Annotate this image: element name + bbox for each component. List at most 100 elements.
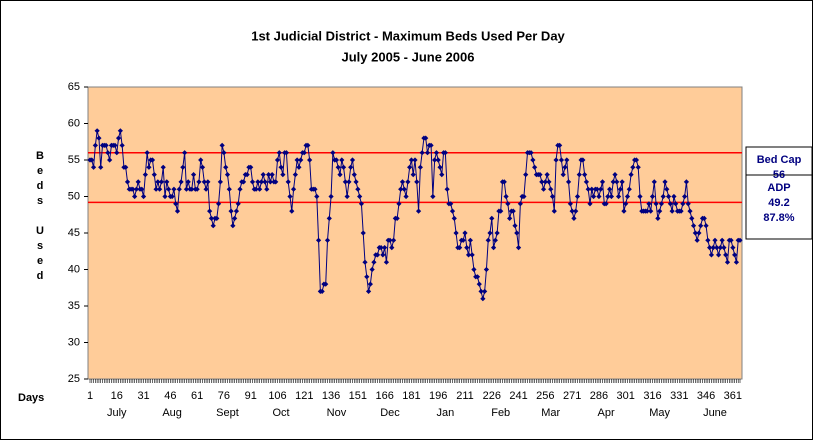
data-point bbox=[428, 142, 434, 148]
data-point bbox=[433, 150, 440, 156]
data-point bbox=[469, 252, 475, 258]
data-point bbox=[228, 208, 234, 214]
data-point bbox=[353, 179, 359, 185]
data-point bbox=[401, 186, 407, 192]
data-point bbox=[283, 150, 290, 156]
data-point bbox=[683, 179, 690, 185]
data-point bbox=[232, 215, 238, 221]
data-point bbox=[324, 237, 331, 243]
data-point bbox=[267, 179, 273, 185]
data-point bbox=[678, 208, 684, 214]
data-point bbox=[710, 245, 716, 251]
data-point bbox=[514, 230, 520, 236]
data-point bbox=[715, 252, 722, 258]
y-tick-label: 55 bbox=[68, 154, 80, 166]
data-point bbox=[540, 186, 547, 192]
y-axis-label: Beds Used bbox=[34, 150, 46, 285]
data-point bbox=[507, 215, 513, 221]
data-point bbox=[685, 201, 691, 207]
data-point bbox=[567, 201, 573, 207]
data-point bbox=[423, 135, 429, 141]
data-point bbox=[249, 179, 256, 185]
data-point bbox=[644, 208, 650, 214]
data-point bbox=[599, 179, 606, 185]
data-point bbox=[358, 201, 365, 207]
data-point bbox=[503, 193, 509, 200]
y-tick-label: 65 bbox=[68, 81, 80, 93]
x-tick-label: 76 bbox=[218, 390, 230, 402]
y-tick-label: 50 bbox=[68, 190, 80, 202]
data-point bbox=[237, 186, 243, 192]
data-point bbox=[564, 157, 570, 163]
data-point bbox=[396, 201, 402, 207]
data-point bbox=[408, 157, 415, 163]
data-point bbox=[335, 164, 341, 170]
data-point bbox=[435, 157, 441, 163]
x-tick-label: 301 bbox=[617, 390, 635, 402]
data-point bbox=[485, 237, 491, 243]
data-point bbox=[342, 179, 348, 185]
data-point bbox=[719, 237, 725, 243]
data-point bbox=[140, 193, 147, 200]
data-point bbox=[490, 245, 497, 251]
data-point bbox=[419, 150, 425, 156]
data-point bbox=[294, 157, 300, 163]
data-point bbox=[415, 208, 422, 214]
data-point bbox=[337, 172, 343, 178]
data-point bbox=[733, 259, 740, 265]
data-point bbox=[139, 186, 145, 192]
data-point bbox=[124, 179, 131, 185]
data-point bbox=[414, 179, 420, 185]
data-point bbox=[135, 179, 141, 185]
data-point bbox=[112, 142, 118, 148]
data-point bbox=[637, 193, 643, 200]
data-point bbox=[369, 266, 375, 273]
data-point bbox=[610, 179, 616, 185]
data-point bbox=[114, 150, 120, 156]
data-point bbox=[665, 193, 672, 200]
data-point bbox=[183, 186, 190, 192]
data-point bbox=[390, 237, 397, 243]
data-point bbox=[274, 157, 281, 163]
month-label: May bbox=[649, 407, 670, 419]
data-point bbox=[315, 237, 322, 243]
data-point bbox=[230, 223, 236, 229]
data-point bbox=[96, 135, 102, 141]
data-point bbox=[405, 179, 411, 185]
data-point bbox=[585, 186, 591, 192]
data-point bbox=[607, 186, 613, 192]
data-point bbox=[151, 172, 157, 178]
data-point bbox=[648, 208, 654, 214]
data-point bbox=[217, 179, 223, 185]
data-point bbox=[298, 157, 304, 163]
data-point bbox=[624, 193, 631, 200]
adp-box bbox=[745, 174, 813, 240]
data-point bbox=[557, 142, 563, 148]
data-point bbox=[262, 179, 268, 185]
data-point bbox=[680, 201, 686, 207]
data-point bbox=[657, 208, 663, 214]
data-point bbox=[378, 245, 384, 251]
data-point bbox=[673, 201, 679, 207]
data-point bbox=[667, 201, 673, 207]
data-point bbox=[185, 179, 191, 185]
data-point bbox=[562, 164, 568, 170]
data-point bbox=[580, 157, 586, 163]
data-point bbox=[530, 157, 536, 163]
data-point bbox=[449, 208, 456, 214]
x-tick-label: 226 bbox=[483, 390, 501, 402]
data-point bbox=[394, 215, 400, 221]
data-point bbox=[399, 179, 406, 185]
data-point bbox=[301, 150, 307, 156]
data-point bbox=[621, 208, 627, 214]
data-point bbox=[714, 245, 720, 251]
data-point bbox=[664, 186, 670, 192]
data-point bbox=[210, 223, 216, 229]
x-tick-label: 346 bbox=[697, 390, 715, 402]
data-point bbox=[258, 179, 265, 185]
data-point bbox=[276, 150, 282, 156]
month-label: June bbox=[703, 407, 727, 419]
data-point bbox=[407, 164, 413, 170]
data-point bbox=[233, 208, 240, 214]
data-point bbox=[494, 230, 500, 236]
